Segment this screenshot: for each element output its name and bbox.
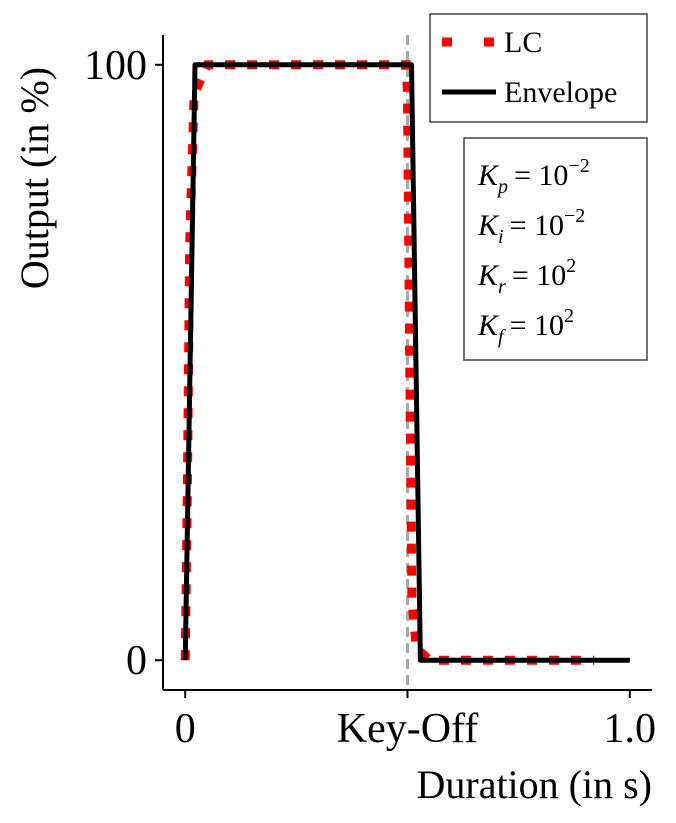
annotation-sub: r — [498, 276, 506, 298]
legend-box — [429, 13, 648, 123]
annotation-rel: = 10 — [510, 309, 564, 342]
y-axis-label: Output (in %) — [12, 67, 57, 289]
annotation-exp: 2 — [566, 255, 576, 277]
x-tick-label: 1.0 — [604, 706, 657, 752]
annotation-symbol: K — [477, 259, 500, 292]
annotation-exp: −2 — [568, 155, 589, 177]
annotation-exp: 2 — [564, 305, 574, 327]
annotation-rel: = 10 — [510, 209, 564, 242]
annotation-rel: = 10 — [512, 259, 566, 292]
annotation-exp: −2 — [564, 205, 585, 227]
x-tick-label: Key-Off — [337, 706, 479, 752]
legend-label: Envelope — [504, 76, 617, 109]
series-line — [182, 62, 630, 663]
annotation-rel: = 10 — [514, 159, 568, 192]
annotation-sub: f — [498, 326, 506, 348]
x-tick-label: 0 — [175, 706, 196, 752]
annotation-box — [463, 137, 648, 361]
y-tick-label: 100 — [84, 43, 147, 89]
annotation-symbol: K — [477, 159, 500, 192]
annotation-sub: i — [498, 226, 504, 248]
y-tick-label: 0 — [126, 638, 147, 684]
legend-label: LC — [504, 26, 542, 59]
annotation-line: Kr = 102 — [477, 255, 576, 298]
annotation-line: Ki = 10−2 — [477, 205, 585, 248]
annotation-sub: p — [496, 176, 508, 198]
x-axis-label: Duration (in s) — [416, 762, 652, 807]
annotation-symbol: K — [477, 209, 500, 242]
annotation-line: Kf = 102 — [477, 305, 574, 348]
annotation-symbol: K — [477, 309, 500, 342]
annotation-line: Kp = 10−2 — [477, 155, 590, 198]
